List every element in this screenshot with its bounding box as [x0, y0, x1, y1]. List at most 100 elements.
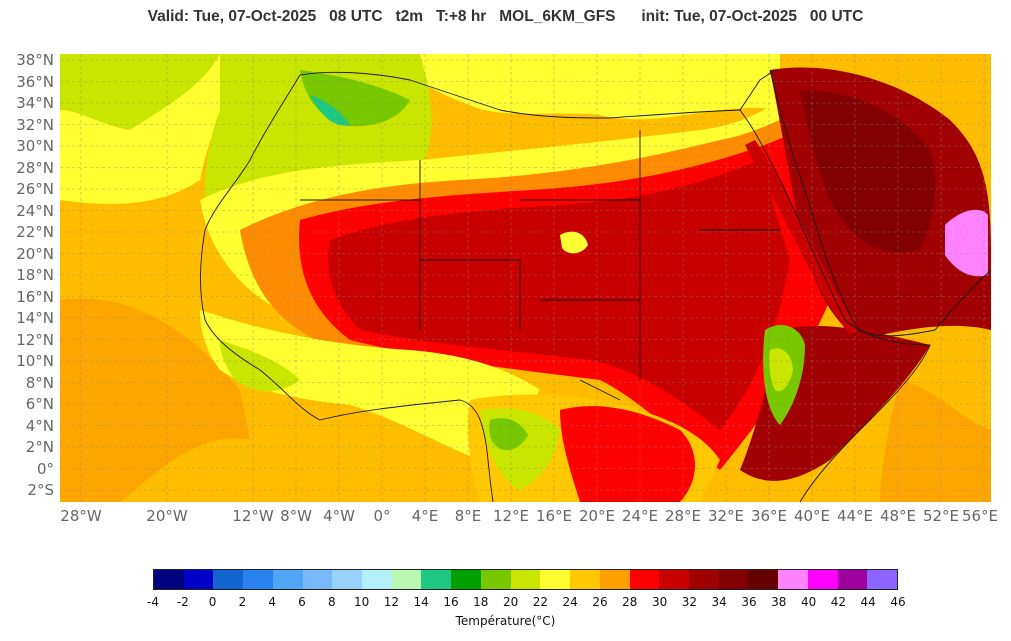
colorbar-tick-label: 44 [860, 595, 876, 609]
lon-label-20w: 20°W [146, 507, 188, 525]
map-grid [60, 54, 991, 502]
indian-ocean-warm-region [880, 380, 991, 502]
lat-label-26n: 26°N [16, 180, 54, 198]
colorbar-tick-label: 38 [771, 595, 787, 609]
colorbar-label: Température(°C) [455, 614, 556, 628]
colorbar-segment [867, 570, 897, 589]
lon-label-44e: 44°E [836, 507, 874, 525]
colorbar-segment [778, 570, 808, 589]
map-title: Valid: Tue, 07-Oct-2025 08 UTC t2m T:+8 … [147, 8, 864, 25]
sahara-very-hot-core [328, 160, 790, 430]
colorbar-tick-label: 28 [622, 595, 638, 609]
lon-label-48e: 48°E [879, 507, 917, 525]
guinea-green-zone [220, 340, 300, 392]
lon-label-8e: 8°E [454, 507, 482, 525]
colorbar-segment [421, 570, 452, 589]
lon-label-4w: 4°W [323, 507, 355, 525]
lat-label-28n: 28°N [16, 158, 54, 177]
lat-label-2s: 2°S [27, 481, 54, 499]
lon-label-32e: 32°E [707, 507, 745, 525]
congo-lush-zone [489, 418, 528, 451]
colorbar-segment [213, 570, 244, 589]
colorbar-segment [807, 570, 838, 589]
lon-label-12e: 12°E [492, 507, 530, 525]
lon-label-12w: 12°W [232, 507, 274, 525]
colorbar-tick-label: 10 [353, 595, 370, 609]
colorbar-tick-label: 40 [800, 595, 817, 609]
lon-label-40e: 40°E [793, 507, 831, 525]
lat-label-12n: 12°N [16, 330, 54, 349]
colorbar-segment [540, 570, 571, 589]
colorbar-tick-label: 18 [473, 595, 489, 609]
red-sea [745, 140, 858, 335]
colorbar-segment [332, 570, 363, 589]
colorbar-segment [510, 570, 541, 589]
tibesti-pocket [560, 231, 588, 254]
lat-label-8n: 8°N [25, 373, 54, 392]
colorbar-segment [718, 570, 749, 589]
colorbar-tick-label: 36 [741, 595, 757, 609]
colorbar-segment [599, 570, 630, 589]
ethiopian-highlands-mild [769, 348, 793, 392]
colorbar-tick-label: 24 [562, 595, 578, 609]
colorbar-segment [183, 570, 214, 589]
lat-label-24n: 24°N [16, 201, 54, 220]
lon-label-56e: 56°E [961, 507, 999, 525]
colorbar-tick-label: -4 [147, 595, 159, 609]
colorbar-tick-label: 2 [238, 595, 247, 609]
lon-label-52e: 52°E [922, 507, 960, 525]
colorbar-segment [659, 570, 689, 589]
lat-label-22n: 22°N [16, 223, 54, 241]
colorbar-segment [451, 570, 481, 589]
colorbar-segment [302, 570, 333, 589]
lat-label-30n: 30°N [16, 137, 54, 155]
colorbar-tick-label: -2 [176, 595, 189, 609]
north-atlantic-cool [60, 54, 220, 130]
lat-label-14n: 14°N [16, 309, 54, 327]
colorbar-tick-label: 4 [268, 595, 277, 609]
colorbar-segment [570, 570, 600, 589]
colorbar-segment [272, 570, 303, 589]
lat-label-20n: 20°N [16, 244, 54, 263]
colorbar-tick-label: 22 [532, 595, 549, 609]
colorbar-segment [154, 570, 184, 589]
lat-label-36n: 36°N [16, 72, 54, 91]
colorbar-segment [688, 570, 719, 589]
colorbar-tick-label: 20 [502, 595, 519, 609]
internal-border-1 [300, 130, 780, 401]
lon-label-20e: 20°E [578, 507, 616, 525]
lon-label-28e: 28°E [664, 507, 702, 525]
lat-label-4n: 4°N [25, 416, 54, 435]
west-africa-mild-zone [200, 310, 540, 460]
colorbar-tick-label: 14 [413, 595, 429, 609]
lon-label-4e: 4°E [411, 507, 439, 525]
colorbar-segment [837, 570, 868, 589]
colorbar-tick-label: 26 [592, 595, 608, 609]
colorbar-tick-label: 8 [327, 595, 336, 609]
lat-label-16n: 16°N [16, 287, 54, 306]
lon-label-16e: 16°E [535, 507, 573, 525]
colorbar-segment [748, 570, 779, 589]
central-africa-hot [560, 406, 695, 502]
temperature-colorbar [153, 569, 898, 590]
atlas-mountains [310, 95, 350, 126]
lon-label-24e: 24°E [621, 507, 659, 525]
lon-label-36e: 36°E [750, 507, 788, 525]
lat-label-34n: 34°N [16, 94, 54, 112]
arabia-coastline [769, 69, 992, 337]
colorbar-segment [480, 570, 511, 589]
coastlines-borders [200, 69, 992, 503]
colorbar-segment [391, 570, 422, 589]
lon-label-8w: 8°W [280, 507, 312, 525]
sinai-border [739, 69, 776, 111]
lon-label-0: 0° [373, 507, 391, 525]
colorbar-tick-label: 34 [711, 595, 727, 609]
arabian-darkest-zone [800, 90, 936, 253]
colorbar-tick-label: 12 [383, 595, 400, 609]
colorbar-tick-label: 32 [681, 595, 698, 609]
colorbar-segment [629, 570, 660, 589]
lat-label-2n: 2°N [25, 438, 54, 456]
lat-label-32n: 32°N [16, 115, 54, 134]
colorbar-segment [362, 570, 392, 589]
